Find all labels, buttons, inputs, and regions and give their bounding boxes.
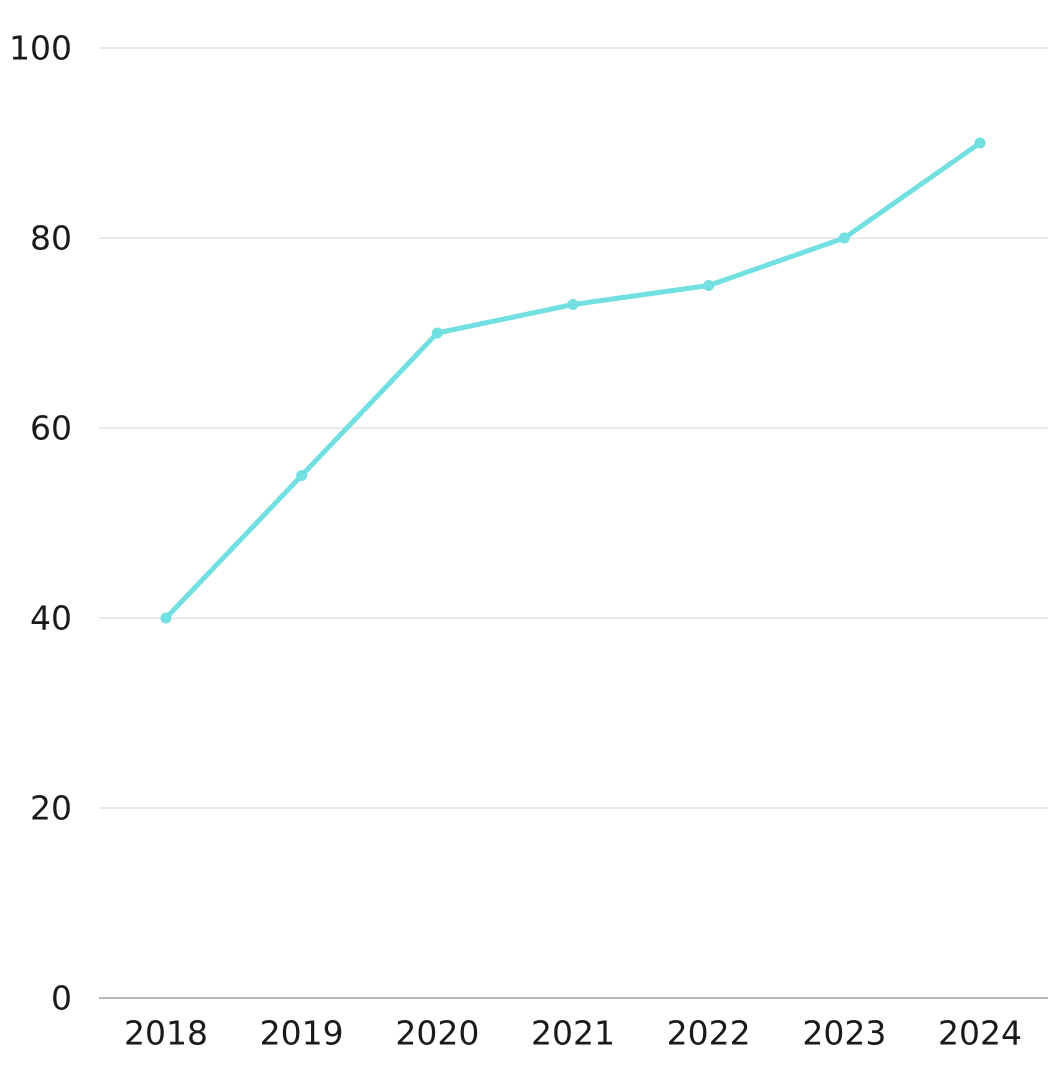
y-tick-label: 0: [51, 979, 72, 1018]
data-point: [567, 299, 579, 310]
y-tick-label: 60: [30, 409, 72, 448]
x-tick-label: 2023: [802, 1014, 886, 1053]
x-tick-label: 2019: [260, 1014, 344, 1053]
x-tick-label: 2022: [667, 1014, 751, 1053]
y-tick-label: 80: [30, 219, 72, 258]
grid-lines: [99, 47, 1048, 999]
y-tick-label: 20: [30, 789, 72, 828]
data-point: [160, 612, 172, 624]
y-tick-label: 100: [9, 29, 72, 68]
y-tick-label: 40: [30, 599, 72, 638]
data-point: [431, 327, 443, 339]
y-axis-ticks: 0 20 40 60 80 100: [9, 29, 72, 1018]
series-line: [163, 140, 983, 621]
series-group: [160, 137, 986, 624]
x-axis-ticks: 2018 2019 2020 2021 2022 2023 2024: [124, 1014, 1022, 1053]
x-tick-label: 2024: [938, 1014, 1022, 1053]
data-point: [296, 470, 308, 481]
data-point: [703, 280, 715, 291]
data-point: [838, 232, 850, 244]
x-tick-label: 2021: [531, 1014, 615, 1053]
data-point: [974, 137, 986, 149]
x-tick-label: 2020: [395, 1014, 479, 1053]
x-tick-label: 2018: [124, 1014, 208, 1053]
